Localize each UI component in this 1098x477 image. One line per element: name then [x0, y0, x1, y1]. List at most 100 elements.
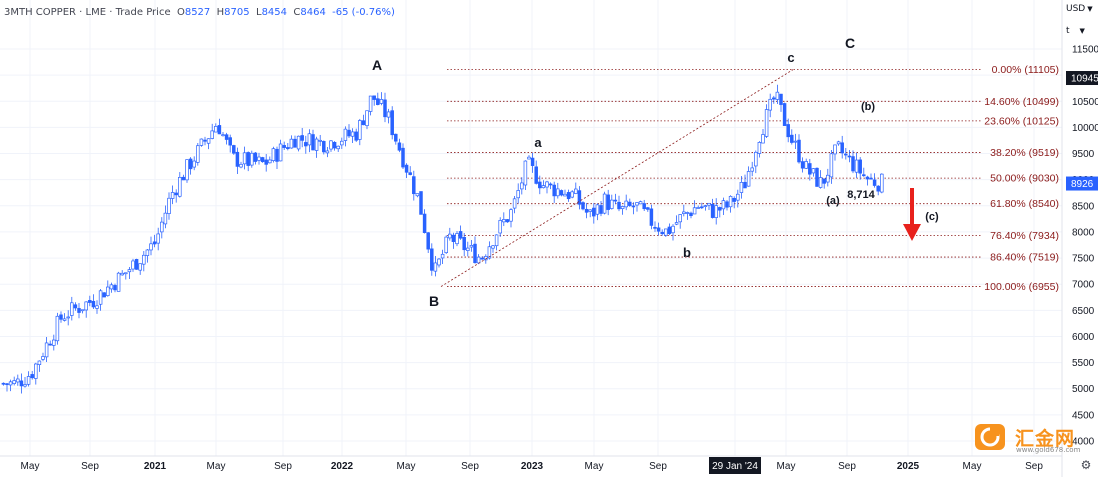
- price-axis-label: 6000: [1072, 332, 1095, 343]
- candle-down: [408, 172, 412, 175]
- candle-down: [152, 241, 157, 245]
- candle-up: [120, 272, 124, 276]
- candle-down: [372, 95, 376, 100]
- candle-up: [109, 284, 114, 290]
- time-axis-label: May: [585, 461, 604, 472]
- price-axis-label: 7500: [1072, 254, 1095, 265]
- unit-label: t: [1066, 26, 1070, 36]
- fib-label: 86.40% (7519): [990, 252, 1059, 264]
- candle-up: [556, 188, 560, 197]
- price-axis-label: 7000: [1072, 280, 1095, 291]
- candle-up: [761, 134, 765, 144]
- candle-down: [858, 159, 862, 174]
- candle-up: [512, 198, 517, 209]
- fib-label: 76.40% (7934): [990, 230, 1059, 242]
- candle-up: [664, 228, 668, 236]
- candle-down: [606, 194, 610, 210]
- gear-icon[interactable]: ⚙: [1080, 458, 1092, 472]
- candle-down: [772, 97, 776, 100]
- high-price-badge-label: 10945: [1071, 74, 1098, 85]
- candle-up: [793, 140, 798, 143]
- price-axis-labels[interactable]: 1150011000105001000095009000850080007500…: [1061, 0, 1098, 477]
- watermark-url: www.gold678.com: [1016, 446, 1081, 454]
- candle-down: [332, 141, 337, 149]
- candle-down: [628, 201, 632, 206]
- legend-header[interactable]: 3MTH COPPER · LME · Trade Price O8527 H8…: [4, 7, 395, 18]
- separator: ·: [109, 7, 113, 18]
- candle-up: [764, 109, 769, 137]
- wave-label-A: A: [372, 57, 382, 73]
- candle-up: [37, 360, 42, 365]
- candle-down: [322, 141, 326, 153]
- candle-down: [113, 285, 117, 291]
- candle-up: [340, 140, 344, 146]
- candle-down: [354, 131, 358, 141]
- close-value: 8464: [300, 7, 326, 18]
- candle-down: [718, 207, 722, 211]
- candle-down: [865, 176, 870, 180]
- candle-down: [559, 190, 564, 196]
- time-axis-label: May: [963, 461, 982, 472]
- candle-down: [293, 138, 297, 148]
- candle-up: [811, 168, 816, 174]
- candle-down: [77, 308, 81, 313]
- candle-down: [649, 208, 654, 226]
- chevron-down-icon: ▼: [1079, 27, 1085, 35]
- candle-up: [106, 286, 110, 296]
- candle-down: [102, 292, 106, 298]
- candle-up: [314, 138, 319, 151]
- candle-up: [520, 182, 524, 190]
- candle-up: [199, 138, 204, 146]
- fib-retracement: 0.00% (11105) 14.60% (10499) 23.60% (10125…: [447, 64, 1059, 293]
- unit-selector[interactable]: t ▼: [1066, 26, 1096, 38]
- candle-down: [282, 145, 286, 148]
- candle-up: [116, 272, 121, 292]
- candle-up: [185, 159, 189, 181]
- candle-down: [188, 158, 193, 170]
- candle-down: [592, 207, 596, 217]
- last-price-badge-label: 8926: [1071, 179, 1094, 190]
- candle-down: [376, 98, 380, 106]
- candle-down: [534, 166, 538, 184]
- candle-up: [196, 145, 200, 163]
- candle-up: [70, 302, 74, 316]
- candle-up: [624, 200, 628, 208]
- candle-up: [574, 188, 578, 194]
- candle-up: [365, 110, 369, 127]
- time-axis[interactable]: May Sep 2021 May Sep 2022 May Sep 2023 May Sep 29 J…: [0, 455, 1062, 474]
- candle-up: [498, 220, 502, 234]
- candle-down: [48, 343, 52, 346]
- separator: ·: [79, 7, 83, 18]
- candle-up: [415, 193, 420, 197]
- open-value: 8527: [184, 7, 211, 18]
- candle-up: [95, 305, 99, 309]
- candle-up: [239, 163, 243, 168]
- candle-up: [329, 140, 333, 150]
- candle-down: [181, 176, 186, 181]
- candle-down: [412, 176, 416, 195]
- candle-down: [876, 185, 880, 192]
- fib-label: 61.80% (8540): [990, 198, 1059, 210]
- candle-up: [476, 256, 481, 264]
- low-label: L: [255, 7, 262, 18]
- candle-down: [462, 236, 466, 251]
- candle-up: [156, 233, 160, 244]
- candle-up: [242, 152, 247, 165]
- candle-down: [422, 213, 427, 233]
- candle-down: [91, 300, 96, 308]
- candle-down: [732, 198, 736, 202]
- candle-down: [473, 243, 477, 264]
- time-axis-label: 2021: [144, 461, 167, 472]
- currency-label: USD: [1066, 4, 1086, 14]
- candle-down: [538, 181, 542, 189]
- candle-up: [516, 190, 520, 199]
- candle-down: [844, 153, 848, 156]
- candle-up: [595, 204, 600, 215]
- candle-up: [469, 245, 474, 248]
- candle-up: [484, 256, 488, 261]
- candle-up: [491, 245, 495, 249]
- currency-selector[interactable]: USD ▼: [1066, 4, 1096, 18]
- exchange-name: LME: [85, 7, 107, 18]
- time-axis-label: May: [207, 461, 226, 472]
